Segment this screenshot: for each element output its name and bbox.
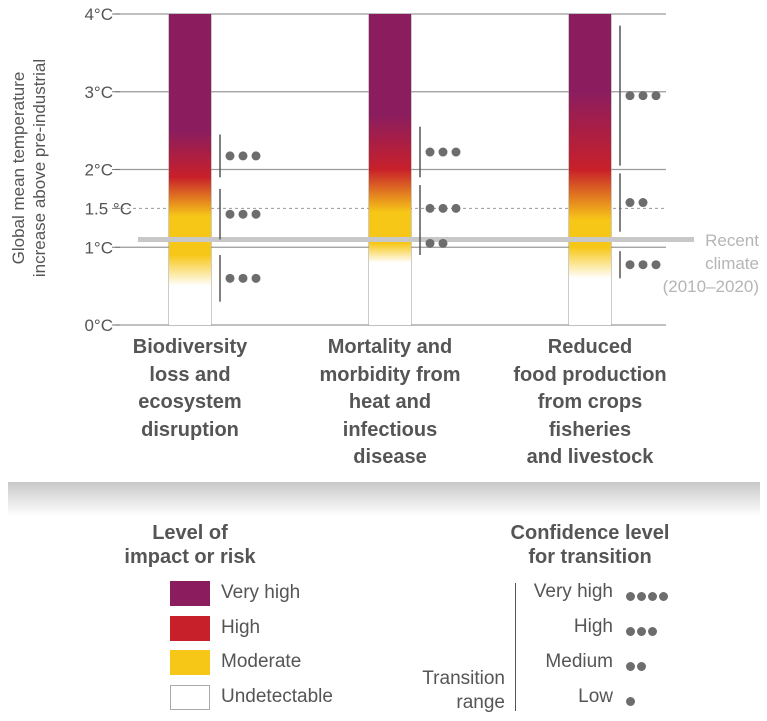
confidence-dot <box>425 238 435 248</box>
category-label-line: heat and <box>348 391 432 413</box>
risk-swatch <box>170 650 210 675</box>
category-label-mortality: Mortality and morbidity from heat and infec… <box>305 334 475 472</box>
confidence-dot <box>225 151 235 161</box>
confidence-level-label: Very high <box>533 581 613 602</box>
confidence-dot <box>626 592 635 601</box>
category-label-line: Mortality and <box>327 336 453 358</box>
category-label-line: ecosystem <box>138 391 242 413</box>
y-tick-label: 3°C <box>84 83 113 102</box>
category-label-line: Biodiversity <box>132 336 248 358</box>
recent-climate-label: Recent climate (2010–2020) <box>663 231 760 296</box>
category-label-line: Reduced <box>547 336 633 358</box>
bars <box>168 13 612 326</box>
confidence-dots <box>626 627 659 636</box>
confidence-dot <box>425 147 435 157</box>
confidence-dot <box>438 238 448 248</box>
risk-legend-title: Level of impact or risk <box>90 521 290 569</box>
confidence-dot <box>651 91 661 101</box>
category-label-line: infectious <box>342 418 438 441</box>
confidence-dot <box>637 627 646 636</box>
y-axis-label-line1: Global mean temperature <box>9 72 28 265</box>
risk-swatch <box>170 684 210 710</box>
confidence-dot <box>225 209 235 219</box>
y-tick-label: 0°C <box>84 316 113 335</box>
confidence-dot <box>451 203 461 213</box>
confidence-dot <box>251 151 261 161</box>
confidence-dot <box>451 147 461 157</box>
y-axis-label-line2: increase above pre-industrial <box>30 59 49 277</box>
y-tick-label: 1.5 °C <box>85 199 132 218</box>
risk-swatch <box>170 581 210 606</box>
confidence-dot <box>251 273 261 283</box>
confidence-dot <box>626 662 635 671</box>
y-tick-label: 1°C <box>84 238 113 257</box>
bar-0 <box>169 14 211 325</box>
category-label-line: loss and <box>149 363 231 386</box>
confidence-dot <box>625 260 635 270</box>
y-tick-label: 2°C <box>84 161 113 180</box>
category-label-line: food production <box>513 363 667 386</box>
recent-climate-label-line: Recent <box>705 231 759 250</box>
bar-1 <box>369 14 411 325</box>
confidence-dots <box>626 592 670 601</box>
category-label-line: from crops <box>537 391 643 413</box>
category-label-line: disruption <box>141 418 239 441</box>
confidence-dot <box>651 260 661 270</box>
category-label-biodiversity: Biodiversity loss and ecosystem disruption <box>105 334 275 444</box>
confidence-dots <box>626 697 637 706</box>
confidence-legend-title: Confidence level for transition <box>490 521 690 569</box>
category-label-line: fisheries <box>548 418 632 441</box>
confidence-level-label: Low <box>578 686 613 707</box>
confidence-dots <box>626 662 648 671</box>
legend-title-line: for transition <box>528 546 652 568</box>
legend-title-line: Level of <box>152 522 228 544</box>
confidence-dot <box>238 273 248 283</box>
risk-level-label: Very high <box>221 582 301 603</box>
confidence-level-label: Medium <box>545 651 613 672</box>
confidence-dot <box>637 592 646 601</box>
confidence-dot <box>637 662 646 671</box>
legend-title-line: range <box>456 692 505 713</box>
confidence-dot <box>659 592 668 601</box>
confidence-dot <box>638 198 648 208</box>
legend-title-line: Transition <box>422 668 505 689</box>
legend-title-line: Confidence level <box>510 522 670 544</box>
confidence-dot <box>626 627 635 636</box>
chart-svg: 0°C 1°C 1.5 °C 2°C 3°C 4°C Global mean temper… <box>9 5 760 335</box>
confidence-dot <box>438 203 448 213</box>
transition-range-label: Transition range <box>405 667 505 715</box>
confidence-dot <box>626 697 635 706</box>
confidence-dot <box>638 260 648 270</box>
transition-ranges <box>219 25 661 302</box>
recent-climate-label-line: (2010–2020) <box>663 277 759 296</box>
confidence-dot <box>238 209 248 219</box>
recent-climate-label-line: climate <box>705 254 759 273</box>
transition-range-bracket <box>515 583 516 711</box>
risk-level-label: High <box>221 616 261 638</box>
bar-2 <box>569 14 611 325</box>
section-divider <box>8 482 760 516</box>
confidence-dot <box>625 91 635 101</box>
confidence-dot <box>425 203 435 213</box>
legend-title-line: impact or risk <box>124 546 256 568</box>
risk-level-label: Undetectable <box>221 685 333 707</box>
confidence-level-label: High <box>573 616 613 637</box>
confidence-dot <box>251 209 261 219</box>
category-label-food: Reduced food production from crops fisherie… <box>505 334 675 472</box>
y-axis-ticks: 0°C 1°C 1.5 °C 2°C 3°C 4°C <box>84 5 132 335</box>
confidence-dot <box>648 627 657 636</box>
y-tick-label: 4°C <box>84 5 113 24</box>
confidence-dot <box>638 91 648 101</box>
category-label-line: morbidity from <box>319 363 461 386</box>
category-label-line: disease <box>353 446 427 468</box>
confidence-dot <box>225 273 235 283</box>
confidence-dot <box>625 198 635 208</box>
confidence-dot <box>238 151 248 161</box>
risk-swatch <box>170 615 210 641</box>
risk-level-label: Moderate <box>221 651 302 672</box>
confidence-dot <box>438 147 448 157</box>
category-label-line: and livestock <box>526 446 654 468</box>
confidence-dot <box>648 592 657 601</box>
